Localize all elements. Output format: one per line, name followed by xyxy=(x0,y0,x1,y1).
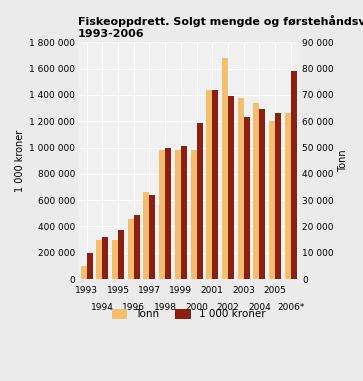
Bar xyxy=(175,150,181,279)
Bar xyxy=(228,96,234,279)
Text: 2006*: 2006* xyxy=(277,303,305,312)
Bar xyxy=(165,147,171,279)
Bar xyxy=(191,150,196,279)
Bar xyxy=(159,150,165,279)
Bar xyxy=(134,215,140,279)
Bar xyxy=(260,109,265,279)
Bar xyxy=(253,103,260,279)
Bar xyxy=(118,231,124,279)
Bar xyxy=(269,121,275,279)
Text: 2002: 2002 xyxy=(217,303,239,312)
Y-axis label: 1 000 kroner: 1 000 kroner xyxy=(15,130,25,192)
Bar xyxy=(102,237,108,279)
Bar xyxy=(112,240,118,279)
Text: 1999: 1999 xyxy=(169,286,192,295)
Bar xyxy=(181,146,187,279)
Text: 2004: 2004 xyxy=(248,303,271,312)
Y-axis label: Tonn: Tonn xyxy=(338,149,348,172)
Bar xyxy=(96,240,102,279)
Bar xyxy=(196,123,203,279)
Text: 1994: 1994 xyxy=(91,303,114,312)
Text: 2003: 2003 xyxy=(232,286,255,295)
Text: Fiskeoppdrett. Solgt mengde og førstehåndsverdi av ørret.
1993-2006: Fiskeoppdrett. Solgt mengde og førstehån… xyxy=(78,15,363,39)
Legend: Tonn, 1 000 kroner: Tonn, 1 000 kroner xyxy=(107,304,270,323)
Bar xyxy=(222,58,228,279)
Bar xyxy=(81,266,87,279)
Bar xyxy=(150,195,155,279)
Text: 1997: 1997 xyxy=(138,286,161,295)
Bar xyxy=(87,253,93,279)
Text: 1996: 1996 xyxy=(122,303,145,312)
Bar xyxy=(206,90,212,279)
Bar xyxy=(275,113,281,279)
Bar xyxy=(285,113,291,279)
Bar xyxy=(244,117,250,279)
Bar xyxy=(143,192,150,279)
Bar xyxy=(212,90,218,279)
Bar xyxy=(291,71,297,279)
Text: 2000: 2000 xyxy=(185,303,208,312)
Text: 2001: 2001 xyxy=(201,286,224,295)
Text: 1995: 1995 xyxy=(106,286,130,295)
Text: 1993: 1993 xyxy=(75,286,98,295)
Text: 1998: 1998 xyxy=(154,303,177,312)
Text: 2005: 2005 xyxy=(264,286,286,295)
Bar xyxy=(238,98,244,279)
Bar xyxy=(128,219,134,279)
